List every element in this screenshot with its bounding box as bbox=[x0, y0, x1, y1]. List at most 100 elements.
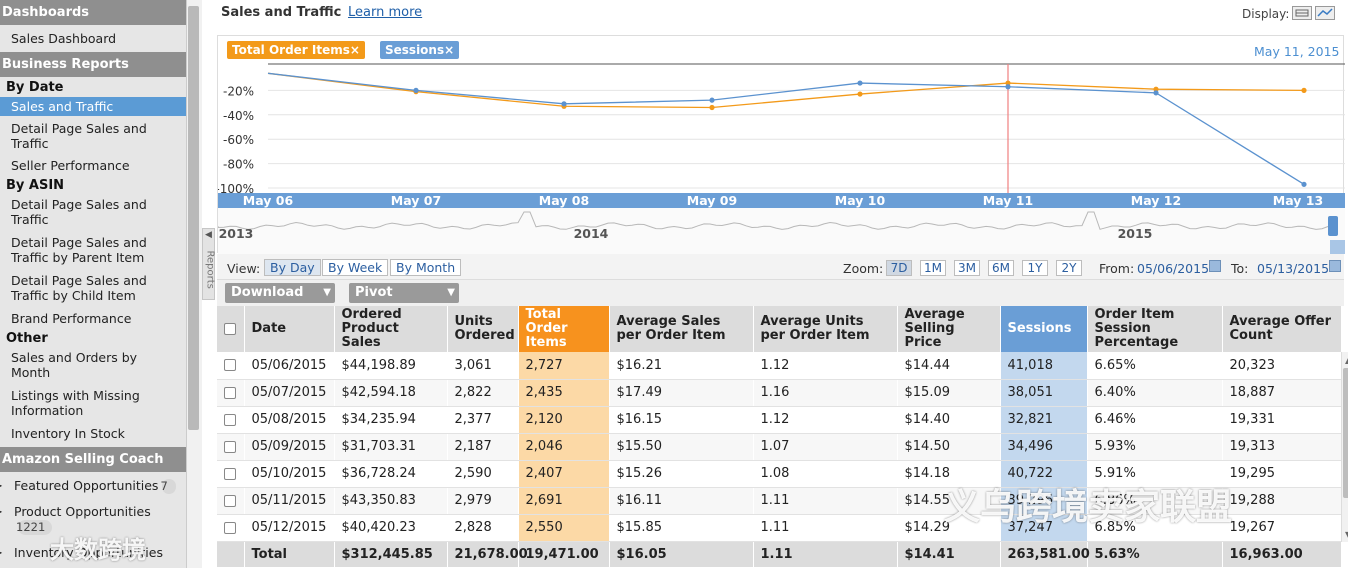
to-date-input[interactable]: 05/13/2015 bbox=[1257, 261, 1330, 276]
cell-units: 2,377 bbox=[447, 406, 519, 434]
header-units-ordered[interactable]: Units Ordered bbox=[447, 306, 519, 352]
cell-session-pct: 5.93% bbox=[1087, 433, 1223, 461]
sidebar-item-detail-page-sales-traffic[interactable]: Detail Page Sales and Traffic bbox=[11, 121, 147, 151]
data-point bbox=[1301, 181, 1307, 187]
from-date-input[interactable]: 05/06/2015 bbox=[1137, 261, 1210, 276]
zoom-7d-button[interactable]: 7D bbox=[886, 260, 912, 276]
scroll-down-icon[interactable]: ▼ bbox=[1345, 530, 1348, 539]
sidebar-item-product-opportunities[interactable]: ▶Product Opportunities1221 bbox=[0, 496, 186, 537]
featured-label: Featured Opportunities bbox=[14, 478, 159, 493]
data-point bbox=[857, 91, 863, 97]
table-scrollbar-thumb[interactable] bbox=[1343, 368, 1348, 498]
data-point bbox=[1153, 90, 1159, 96]
table-row[interactable]: 05/09/2015 $31,703.31 2,187 2,046 $15.50 1.07… bbox=[217, 433, 1342, 461]
navigator-scroll-handle[interactable] bbox=[1330, 240, 1345, 254]
row-checkbox[interactable] bbox=[224, 467, 236, 480]
header-date[interactable]: Date bbox=[244, 306, 335, 352]
cell-sessions: 40,722 bbox=[1000, 460, 1088, 488]
select-all-cell bbox=[217, 306, 245, 352]
cell-avg-units: 1.11 bbox=[753, 487, 898, 515]
cell-date: 05/11/2015 bbox=[244, 487, 335, 515]
x-tick-label: May 07 bbox=[391, 193, 441, 208]
page-title: Sales and Traffic bbox=[221, 5, 342, 20]
sidebar-item-sales-dashboard[interactable]: Sales Dashboard bbox=[11, 31, 117, 46]
header-sessions[interactable]: Sessions bbox=[1000, 306, 1088, 352]
row-select-cell bbox=[217, 514, 245, 542]
table-row[interactable]: 05/06/2015 $44,198.89 3,061 2,727 $16.21 1.12… bbox=[217, 352, 1342, 380]
remove-orders-icon[interactable]: × bbox=[349, 43, 360, 57]
cell-avg-units: 1.08 bbox=[753, 460, 898, 488]
sidebar-item-seller-performance[interactable]: Seller Performance bbox=[11, 158, 130, 173]
to-calendar-icon[interactable] bbox=[1329, 260, 1341, 272]
sidebar-item-sales-and-traffic[interactable]: Sales and Traffic bbox=[0, 97, 186, 116]
remove-sessions-icon[interactable]: × bbox=[444, 43, 455, 57]
learn-more-link[interactable]: Learn more bbox=[348, 5, 423, 20]
y-tick-label: -100% bbox=[218, 182, 254, 196]
row-checkbox[interactable] bbox=[224, 494, 236, 507]
zoom-6m-button[interactable]: 6M bbox=[988, 260, 1014, 276]
main-content: Sales and Traffic Learn more Display: -2… bbox=[216, 0, 1348, 568]
table-row[interactable]: 05/10/2015 $36,728.24 2,590 2,407 $15.26 1.08… bbox=[217, 460, 1342, 488]
sidebar-item-asin-detail-page[interactable]: Detail Page Sales and Traffic bbox=[11, 197, 147, 227]
header-avg-offer-count[interactable]: Average Offer Count bbox=[1222, 306, 1342, 352]
sidebar-item-missing-info[interactable]: Listings with Missing Information bbox=[11, 388, 140, 418]
zoom-3m-button[interactable]: 3M bbox=[954, 260, 980, 276]
view-by-day-button[interactable]: By Day bbox=[264, 259, 321, 276]
row-checkbox[interactable] bbox=[224, 359, 236, 372]
table-row[interactable]: 05/07/2015 $42,594.18 2,822 2,435 $17.49 1.16… bbox=[217, 379, 1342, 407]
row-select-cell bbox=[217, 406, 245, 434]
header-total-order-items[interactable]: Total Order Items bbox=[518, 306, 610, 352]
view-by-month-button[interactable]: By Month bbox=[390, 259, 462, 276]
navigator-range-handle[interactable] bbox=[1328, 216, 1338, 236]
legend-total-order-items[interactable]: Total Order Items× bbox=[227, 41, 365, 59]
row-checkbox[interactable] bbox=[224, 440, 236, 453]
sidebar-item-asin-child[interactable]: Detail Page Sales and Traffic by Child I… bbox=[11, 273, 147, 303]
sidebar-item-inventory-in-stock[interactable]: Inventory In Stock bbox=[11, 426, 125, 441]
reports-collapse-tab[interactable]: ◀ Reports bbox=[202, 228, 216, 300]
navigator-year-label: 2015 bbox=[1118, 226, 1153, 241]
sidebar-scrollbar-thumb[interactable] bbox=[188, 6, 199, 430]
sidebar-item-sales-orders-month[interactable]: Sales and Orders by Month bbox=[11, 350, 138, 380]
sidebar: Dashboards Sales Dashboard Business Repo… bbox=[0, 0, 186, 568]
table-row[interactable]: 05/11/2015 $43,350.83 2,979 2,691 $16.11 1.11… bbox=[217, 487, 1342, 515]
pivot-dropdown[interactable]: Pivot ▼ bbox=[349, 283, 459, 303]
cell-sessions: 38,051 bbox=[1000, 379, 1088, 407]
legend-sessions[interactable]: Sessions× bbox=[380, 41, 460, 59]
header-avg-selling-price[interactable]: Average Selling Price bbox=[897, 306, 1001, 352]
y-tick-label: -80% bbox=[223, 158, 254, 172]
table-view-icon[interactable] bbox=[1292, 6, 1312, 20]
sidebar-group-by-asin: By ASIN bbox=[6, 178, 65, 193]
header-avg-sales-per-item[interactable]: Average Sales per Order Item bbox=[609, 306, 754, 352]
row-checkbox[interactable] bbox=[224, 386, 236, 399]
cell-date: 05/09/2015 bbox=[244, 433, 335, 461]
table-row[interactable]: 05/08/2015 $34,235.94 2,377 2,120 $16.15 1.12… bbox=[217, 406, 1342, 434]
row-checkbox[interactable] bbox=[224, 521, 236, 534]
from-calendar-icon[interactable] bbox=[1209, 260, 1221, 272]
total-avg-price: $14.41 bbox=[897, 541, 1001, 567]
cell-order-items: 2,046 bbox=[518, 433, 610, 461]
graph-view-icon[interactable] bbox=[1315, 6, 1335, 20]
view-label: View: bbox=[227, 261, 261, 276]
header-session-percentage[interactable]: Order Item Session Percentage bbox=[1087, 306, 1223, 352]
row-checkbox[interactable] bbox=[224, 413, 236, 426]
featured-count-badge: 7 bbox=[160, 479, 177, 494]
header-avg-units-per-item[interactable]: Average Units per Order Item bbox=[753, 306, 898, 352]
download-dropdown[interactable]: Download ▼ bbox=[225, 283, 335, 303]
table-row[interactable]: 05/12/2015 $40,420.23 2,828 2,550 $15.85 1.11… bbox=[217, 514, 1342, 542]
sidebar-item-brand-performance[interactable]: Brand Performance bbox=[11, 311, 132, 326]
select-all-checkbox[interactable] bbox=[224, 322, 236, 335]
scroll-up-icon[interactable]: ▲ bbox=[1345, 356, 1348, 365]
sidebar-item-inventory-opportunities[interactable]: ▶Inventory Opportunities bbox=[0, 537, 186, 562]
zoom-2y-button[interactable]: 2Y bbox=[1056, 260, 1082, 276]
total-units: 21,678.00 bbox=[447, 541, 528, 567]
view-by-week-button[interactable]: By Week bbox=[322, 259, 389, 276]
sidebar-item-asin-parent[interactable]: Detail Page Sales and Traffic by Parent … bbox=[11, 235, 147, 265]
cell-units: 2,187 bbox=[447, 433, 519, 461]
zoom-label: Zoom: bbox=[843, 261, 884, 276]
header-ordered-product-sales[interactable]: Ordered Product Sales bbox=[334, 306, 448, 352]
zoom-1m-button[interactable]: 1M bbox=[920, 260, 946, 276]
navigator-background bbox=[218, 208, 1345, 254]
cell-units: 2,590 bbox=[447, 460, 519, 488]
zoom-1y-button[interactable]: 1Y bbox=[1022, 260, 1048, 276]
